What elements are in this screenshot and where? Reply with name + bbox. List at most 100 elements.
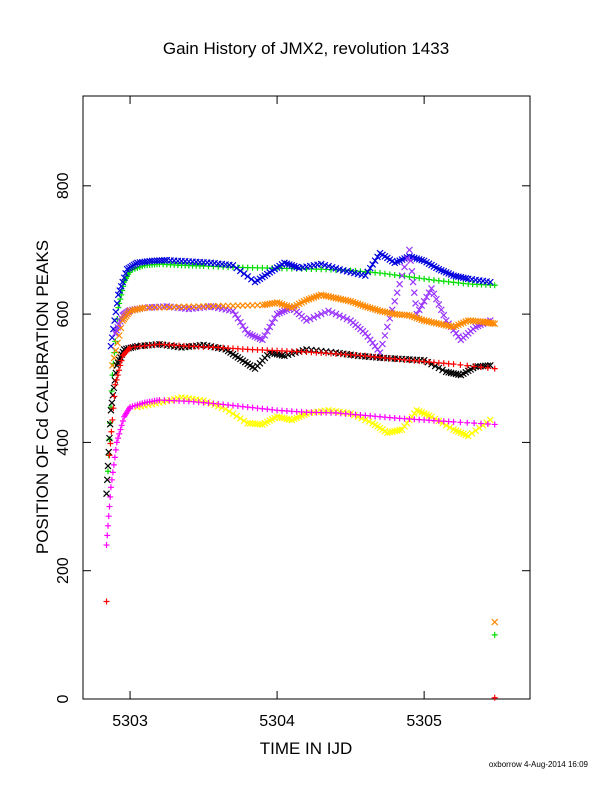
data-point: [403, 255, 411, 262]
data-point: [114, 291, 122, 299]
data-point: [244, 273, 252, 280]
data-point: [491, 282, 498, 289]
data-point: [343, 315, 351, 323]
data-point: [491, 421, 498, 428]
data-point: [435, 364, 443, 372]
data-point: [234, 314, 242, 322]
data-point: [431, 362, 439, 370]
data-point: [125, 345, 132, 352]
data-point: [118, 357, 125, 364]
data-point: [233, 412, 241, 420]
data-point: [119, 278, 127, 286]
data-point: [233, 264, 241, 272]
data-point: [462, 274, 470, 282]
y-tick-label: 200: [55, 557, 72, 584]
data-point: [239, 322, 247, 330]
data-point: [117, 362, 124, 369]
data-point: [103, 476, 111, 484]
data-point: [103, 598, 110, 605]
data-point: [109, 469, 116, 476]
data-point: [339, 313, 347, 321]
data-point: [104, 462, 112, 470]
data-point: [278, 351, 286, 359]
y-tick-label: 800: [55, 172, 72, 199]
data-point: [122, 270, 130, 277]
data-point: [379, 340, 386, 348]
data-point: [261, 332, 269, 339]
data-point: [240, 417, 248, 425]
data-point: [464, 419, 471, 426]
data-point: [117, 282, 125, 290]
data-point: [435, 301, 443, 308]
x-axis-label: TIME IN IJD: [260, 739, 353, 758]
data-point: [236, 318, 244, 326]
data-point: [386, 271, 393, 278]
data-point: [112, 446, 119, 453]
data-point: [430, 290, 438, 298]
data-point: [229, 261, 237, 269]
data-point: [439, 366, 446, 374]
data-point: [240, 270, 248, 278]
series-group: [133, 394, 494, 440]
data-point: [303, 317, 310, 324]
footer-credit: oxborrow 4-Aug-2014 16:09: [489, 760, 589, 769]
data-point: [408, 267, 416, 275]
data-point: [104, 532, 111, 539]
data-point: [393, 289, 401, 297]
data-point: [464, 432, 472, 440]
data-point: [491, 694, 498, 701]
data-point: [381, 270, 388, 277]
data-point: [112, 347, 120, 354]
data-point: [450, 418, 457, 425]
data-point: [446, 424, 454, 431]
data-point: [491, 320, 499, 328]
series-group: [104, 261, 498, 638]
data-point: [232, 311, 239, 319]
data-point: [426, 276, 433, 283]
data-point: [106, 503, 113, 510]
data-point: [396, 426, 404, 434]
data-point: [471, 363, 478, 370]
data-point: [119, 418, 126, 425]
data-point: [468, 429, 476, 437]
data-point: [104, 468, 111, 475]
data-point: [371, 257, 379, 265]
data-point: [369, 260, 377, 268]
plot-frame: [82, 95, 531, 700]
data-point: [108, 476, 115, 483]
data-point: [410, 289, 418, 297]
data-point: [407, 257, 415, 265]
data-point: [160, 256, 168, 264]
data-point: [263, 327, 271, 335]
data-point: [344, 297, 352, 305]
data-point: [106, 434, 113, 442]
data-point: [472, 427, 480, 435]
data-point: [109, 416, 116, 423]
data-point: [113, 439, 120, 446]
data-point: [218, 404, 226, 412]
data-point: [117, 426, 124, 433]
x-tick-label: 5303: [112, 713, 148, 730]
x-tick-label: 5304: [259, 713, 295, 730]
data-point: [491, 618, 499, 626]
data-point: [203, 398, 211, 406]
data-point: [423, 293, 431, 301]
data-point: [104, 522, 111, 529]
data-point: [484, 421, 491, 428]
data-point: [118, 422, 125, 429]
data-point: [115, 332, 123, 339]
data-point: [110, 461, 117, 468]
data-point: [406, 246, 413, 254]
data-point: [310, 313, 318, 321]
axis-ticks: 5303 5304 5305 0 200 400 600 800: [55, 96, 530, 730]
data-point: [428, 285, 435, 292]
data-point: [111, 454, 118, 461]
data-point: [418, 302, 426, 309]
data-point: [457, 419, 464, 426]
data-point: [116, 367, 123, 374]
data-point: [271, 314, 279, 322]
data-point: [236, 267, 244, 275]
data-point: [391, 297, 399, 305]
data-point: [110, 384, 118, 392]
